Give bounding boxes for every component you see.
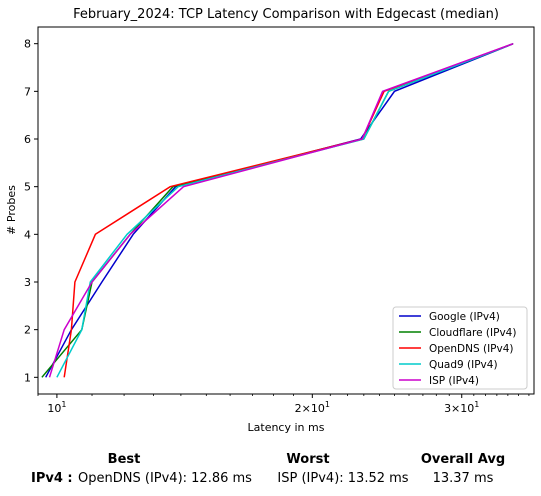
y-tick-label: 4 <box>24 228 31 241</box>
worst-header: Worst <box>258 452 358 467</box>
y-axis: 1 2 3 4 5 6 7 8 <box>24 38 38 385</box>
best-value: OpenDNS (IPv4): 12.86 ms <box>70 471 260 486</box>
y-tick-label: 5 <box>24 181 31 194</box>
y-tick-label: 6 <box>24 133 31 146</box>
best-header: Best <box>74 452 174 467</box>
y-tick-label: 3 <box>24 276 31 289</box>
x-axis: 101 2×101 3×101 <box>38 394 529 415</box>
overall-avg-value: 13.37 ms <box>418 471 508 486</box>
y-axis-label: # Probes <box>5 185 18 235</box>
legend-label: Quad9 (IPv4) <box>429 359 498 371</box>
y-tick-label: 1 <box>24 371 31 384</box>
ipv4-row-label: IPv4 : <box>31 471 73 486</box>
y-tick-label: 2 <box>24 324 31 337</box>
y-tick-label: 7 <box>24 85 31 98</box>
y-tick-label: 8 <box>24 38 31 51</box>
legend-label: Google (IPv4) <box>429 311 500 323</box>
legend-label: ISP (IPv4) <box>429 375 479 387</box>
x-tick-label: 101 <box>47 400 66 415</box>
legend: Google (IPv4) Cloudflare (IPv4) OpenDNS (I… <box>393 307 527 389</box>
chart-title: February_2024: TCP Latency Comparison wi… <box>73 7 499 22</box>
x-tick-label: 2×101 <box>295 400 330 415</box>
x-axis-label: Latency in ms <box>248 421 325 434</box>
legend-label: Cloudflare (IPv4) <box>429 327 516 339</box>
worst-value: ISP (IPv4): 13.52 ms <box>268 471 418 486</box>
x-tick-label: 3×101 <box>444 400 479 415</box>
legend-label: OpenDNS (IPv4) <box>429 343 514 355</box>
overall-avg-header: Overall Avg <box>408 452 518 467</box>
